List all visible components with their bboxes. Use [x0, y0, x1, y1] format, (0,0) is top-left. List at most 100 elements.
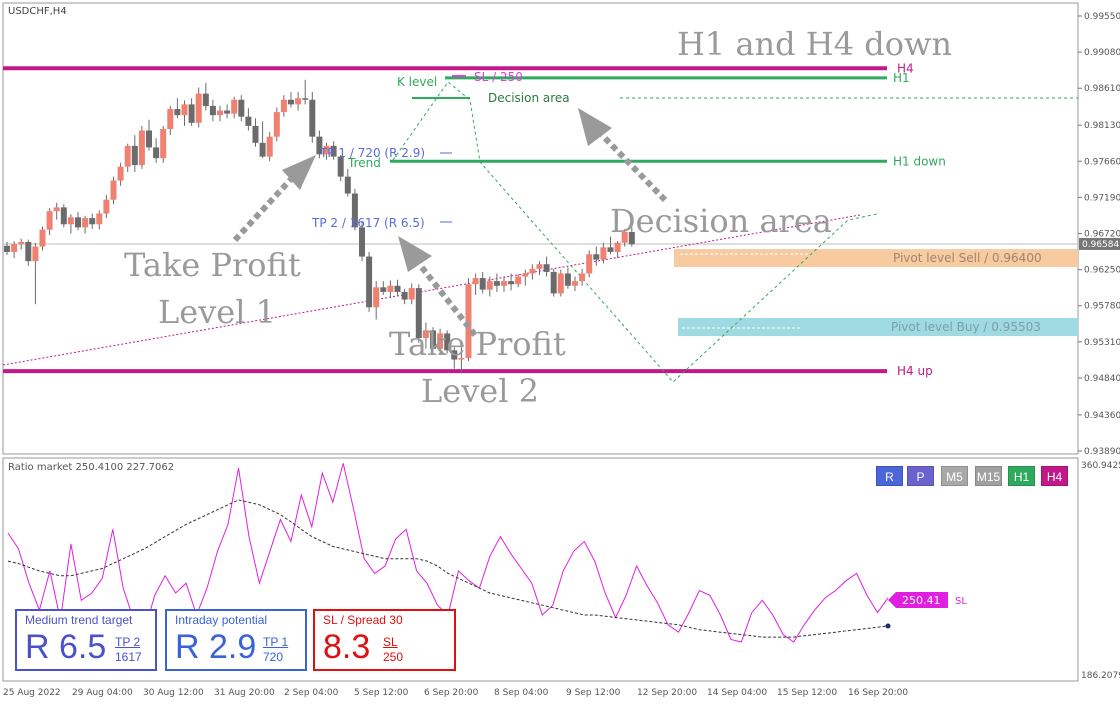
undefined	[417, 263, 478, 337]
candle-body	[167, 108, 174, 129]
x-tick-label: 6 Sep 20:00	[424, 688, 479, 698]
candle-body	[479, 278, 486, 290]
subwindow-axis-bottom: 186.2079	[1081, 671, 1120, 681]
undefined	[232, 175, 295, 243]
candle-body	[373, 287, 380, 308]
candle-body	[351, 193, 358, 228]
candle-body	[309, 99, 316, 137]
x-tick-label: 9 Sep 12:00	[566, 688, 621, 698]
decision-label: Decision area	[488, 91, 570, 105]
candle-body	[302, 98, 309, 100]
y-tick-label: 0.94360	[1084, 411, 1120, 421]
candle-body	[387, 285, 394, 292]
candle-body	[146, 130, 152, 148]
undefined-head	[398, 236, 432, 272]
x-tick-label: 8 Sep 04:00	[494, 688, 549, 698]
candle-body	[273, 112, 280, 137]
y-tick-label: 0.95780	[1084, 302, 1120, 312]
candle-body	[195, 93, 202, 123]
pivot-buy-label: Pivot level Buy / 0.95503	[891, 320, 1041, 334]
ratio-badge	[888, 592, 948, 608]
take-profit-2-line1: Take Profit	[389, 325, 566, 363]
candle-body	[515, 276, 522, 285]
candle-body	[451, 350, 458, 360]
signal-end-dot	[885, 623, 891, 629]
candle-body	[75, 217, 81, 228]
candle-body	[380, 287, 387, 292]
candle-body	[25, 241, 32, 262]
candle-body	[280, 99, 287, 113]
candle-body	[564, 273, 571, 286]
box-caption: SL / Spread 30	[323, 613, 403, 627]
timeframe-button-h1[interactable]: H1	[1008, 466, 1035, 486]
long-trend-line	[2, 214, 861, 366]
y-tick-label: 0.97660	[1084, 157, 1120, 167]
candle-body	[60, 207, 67, 225]
x-tick-label: 29 Aug 04:00	[72, 688, 133, 698]
sl-spread-box: SL / Spread 30 8.3 SL 250	[313, 609, 456, 671]
box-ratio-value: R 2.9	[175, 628, 257, 666]
current-price-badge	[1079, 237, 1120, 250]
box-fraction-bottom: 720	[263, 650, 284, 664]
candle-body	[586, 254, 593, 274]
candle-body	[600, 247, 607, 260]
candle-body	[557, 273, 564, 294]
candle-body	[486, 281, 493, 290]
y-tick-label: 0.98130	[1084, 121, 1120, 131]
tp1-label: TP 1 / 720 (R 2.9)	[319, 146, 425, 160]
candle-body	[117, 166, 124, 181]
take-profit-1-line1: Take Profit	[124, 246, 301, 284]
box-sl-value: 8.3	[323, 628, 371, 666]
y-tick-label: 0.93890	[1084, 447, 1120, 457]
candle-body	[53, 207, 60, 212]
candle-body	[628, 231, 635, 245]
ratio-badge-tag: SL	[955, 596, 967, 607]
box-caption: Intraday potential	[175, 613, 268, 627]
h4-up-label: H4 up	[897, 364, 933, 378]
candle-body	[422, 330, 429, 339]
candle-body	[323, 145, 330, 155]
timeframe-button-h4[interactable]: H4	[1041, 466, 1068, 486]
candle-body	[188, 104, 195, 123]
timeframe-button-p[interactable]: P	[907, 466, 934, 486]
candle-body	[430, 330, 436, 349]
candle-body	[572, 281, 578, 286]
candle-body	[181, 104, 188, 116]
candle-body	[259, 142, 266, 157]
timeframe-button-m5[interactable]: M5	[941, 466, 968, 486]
undefined	[597, 130, 668, 203]
x-tick-label: 12 Sep 20:00	[637, 688, 697, 698]
y-tick-label: 0.96720	[1084, 230, 1120, 240]
x-tick-label: 16 Sep 20:00	[848, 688, 908, 698]
candle-body	[614, 242, 621, 252]
subwindow-axis-top: 360.9425	[1081, 461, 1120, 471]
headline-text: H1 and H4 down	[677, 25, 952, 63]
candle-body	[266, 136, 273, 157]
candle-body	[231, 99, 238, 114]
candle-body	[550, 271, 557, 294]
undefined-head	[282, 155, 316, 190]
candle-body	[209, 105, 216, 116]
timeframe-button-r[interactable]: R	[876, 466, 903, 486]
timeframe-button-m15[interactable]: M15	[975, 466, 1002, 486]
y-tick-label: 0.96250	[1084, 266, 1120, 276]
y-tick-label: 0.99550	[1084, 12, 1120, 22]
y-tick-label: 0.97190	[1084, 193, 1120, 203]
candle-body	[252, 125, 259, 143]
candle-body	[465, 284, 472, 359]
candle-body	[32, 246, 39, 262]
candle-body	[408, 288, 415, 300]
candle-body	[337, 156, 344, 177]
y-tick-label: 0.95310	[1084, 338, 1120, 348]
candle-body	[4, 245, 10, 252]
x-tick-label: 15 Sep 12:00	[777, 688, 837, 698]
candle-body	[458, 358, 465, 360]
candle-body	[522, 273, 529, 277]
decision-area-text: Decision area	[610, 202, 832, 240]
candle-body	[501, 281, 507, 286]
candle-body	[96, 213, 103, 225]
h1-down-label: H1 down	[893, 154, 946, 168]
candle-body	[394, 285, 401, 292]
